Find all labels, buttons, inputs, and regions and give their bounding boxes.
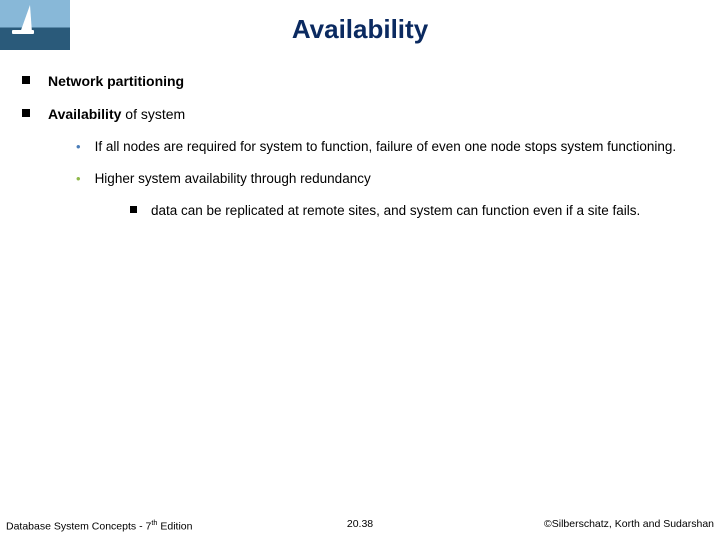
footer-page-number: 20.38 xyxy=(347,518,373,530)
dot-bullet-icon: • xyxy=(76,138,81,156)
bullet-text: If all nodes are required for system to … xyxy=(95,138,677,156)
square-bullet-icon xyxy=(130,206,137,213)
slide-content: Network partitioning Availability of sys… xyxy=(22,72,698,234)
bullet-text: Higher system availability through redun… xyxy=(95,170,371,188)
bullet-level3: data can be replicated at remote sites, … xyxy=(130,202,698,220)
footer-left: Database System Concepts - 7th Edition xyxy=(6,518,192,533)
footer-left-prefix: Database System Concepts - 7 xyxy=(6,520,151,532)
footer: Database System Concepts - 7th Edition 2… xyxy=(0,518,720,533)
bullet-text: data can be replicated at remote sites, … xyxy=(151,202,640,220)
bullet-level2: • If all nodes are required for system t… xyxy=(76,138,698,156)
bullet-text: Network partitioning xyxy=(48,72,184,91)
bullet-level1: Network partitioning xyxy=(22,72,698,91)
bullet-rest-part: of system xyxy=(121,106,185,122)
bullet-level2: • Higher system availability through red… xyxy=(76,170,698,188)
square-bullet-icon xyxy=(22,76,30,84)
logo-image xyxy=(0,0,70,50)
bullet-level1: Availability of system xyxy=(22,105,698,124)
dot-bullet-icon: • xyxy=(76,170,81,188)
slide: Availability Network partitioning Availa… xyxy=(0,0,720,540)
square-bullet-icon xyxy=(22,109,30,117)
bullet-text: Availability of system xyxy=(48,105,185,124)
bullet-bold-part: Availability xyxy=(48,106,121,122)
footer-copyright: ©Silberschatz, Korth and Sudarshan xyxy=(544,518,714,533)
footer-left-suffix: Edition xyxy=(157,520,192,532)
slide-title: Availability xyxy=(0,0,720,45)
